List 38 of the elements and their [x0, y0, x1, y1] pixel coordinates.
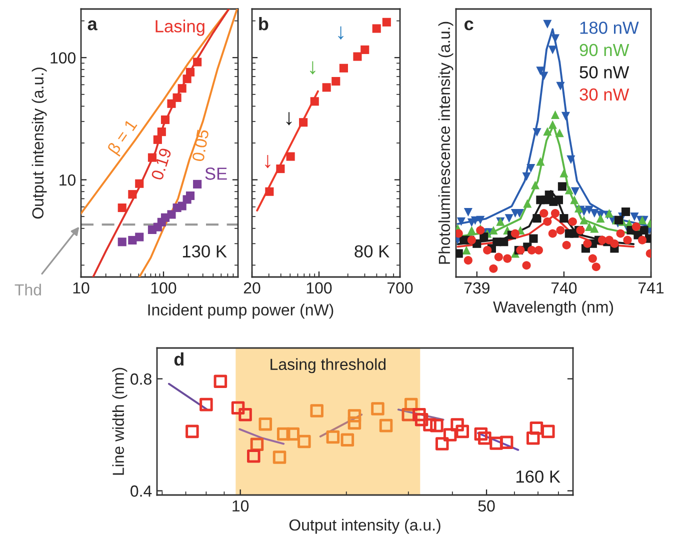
- chart-title: c: [464, 20, 474, 30]
- y-tick-label: 0.4: [130, 485, 152, 497]
- text: 30 nW: [580, 88, 630, 101]
- y-axis-title: Photoluminescence intensity (a.u.): [438, 22, 454, 264]
- series-label: 180 nW: [580, 22, 639, 34]
- annotation: 80 K: [354, 245, 390, 258]
- chart-title: a: [88, 20, 98, 30]
- annotation: ↓: [310, 61, 316, 74]
- chart-title: b: [259, 17, 268, 30]
- annotation: SE: [205, 168, 227, 180]
- annotation: ↓: [338, 26, 344, 40]
- x-tick-label: 100: [306, 282, 332, 294]
- x-tick-label: 10: [73, 282, 90, 294]
- text: 90 nW: [580, 44, 630, 56]
- x-tick-label: 20: [244, 282, 260, 294]
- chart-title: d: [174, 352, 184, 366]
- x-tick-label: 700: [387, 282, 413, 294]
- x-axis-title: Wavelength (nm): [493, 300, 614, 316]
- text: 50 nW: [580, 66, 630, 78]
- ref-line-label: Thd: [14, 284, 41, 296]
- x-axis-title: Incident pump power (nW): [148, 304, 334, 319]
- x-tick-label: 100: [151, 282, 176, 294]
- y-axis-title: Line width (nm): [112, 368, 128, 475]
- annotation: 0.19: [150, 148, 172, 181]
- annotation: Lasing: [156, 20, 204, 36]
- annotation: 130 K: [182, 245, 227, 258]
- y-axis-title: Output intensity (a.u.): [32, 68, 47, 219]
- annotation: 160 K: [516, 470, 560, 483]
- annotation: ↓: [286, 112, 292, 126]
- annotation: ↓: [265, 155, 270, 168]
- x-tick-label: 50: [478, 500, 495, 512]
- y-tick-label: 0.8: [130, 373, 152, 385]
- band-label: Lasing threshold: [270, 358, 386, 374]
- x-tick-label: 741: [638, 282, 664, 294]
- x-axis-title: Output intensity (a.u.): [289, 518, 440, 534]
- x-tick-label: 740: [551, 282, 577, 294]
- annotation: β = 1: [106, 118, 140, 157]
- x-tick-label: 739: [464, 282, 490, 294]
